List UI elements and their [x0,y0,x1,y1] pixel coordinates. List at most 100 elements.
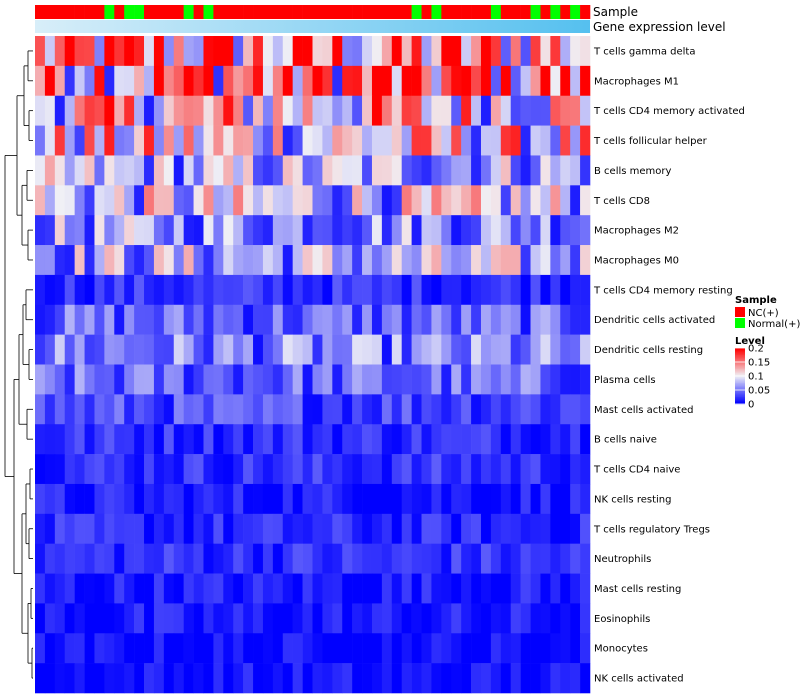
heatmap-cell [401,215,412,246]
heatmap-cell [381,513,393,544]
heatmap-cell [64,65,75,97]
heatmap-cell [104,513,115,544]
heatmap-cell [114,633,125,664]
heatmap-cell [362,513,373,544]
sample-annotation-cell [441,5,452,19]
heatmap-cell [74,663,85,694]
heatmap-cell [203,65,214,97]
heatmap-cell [272,245,284,276]
heatmap-cell [500,633,512,664]
heatmap-cell [500,304,512,335]
heatmap-cell [74,633,85,664]
heatmap-cell [44,95,56,126]
heatmap-cell [64,573,75,604]
heatmap-cell [480,663,492,694]
heatmap-cell [560,633,571,664]
heatmap-cell [282,185,293,216]
heatmap-cell [332,454,343,485]
heatmap-cell [431,364,442,395]
heatmap-cell [352,185,363,216]
heatmap-cell [332,215,343,246]
heatmap-cell [193,185,204,216]
heatmap-cell [550,304,561,335]
heatmap-cell [253,36,264,67]
heatmap-cell [381,245,393,276]
heatmap-cell [153,573,165,604]
heatmap-cell [163,125,175,156]
heatmap-cell [461,125,472,156]
heatmap-cell [540,304,551,335]
heatmap-cell [124,394,135,425]
heatmap-cell [381,483,393,515]
heatmap-cell [570,274,581,306]
heatmap-cell [570,364,581,395]
heatmap-cell [144,36,155,67]
heatmap-cell [540,125,551,156]
heatmap-cell [580,65,591,97]
heatmap-cell [391,424,402,455]
heatmap-cell [124,95,135,126]
heatmap-cell [262,663,274,694]
legend-sample-title: Sample [735,295,777,306]
sample-annotation-cell [570,5,581,19]
heatmap-cell [44,155,56,186]
heatmap-cell [74,454,85,485]
heatmap-cell [461,483,472,515]
heatmap-cell [223,573,234,604]
heatmap-cell [510,304,521,335]
heatmap-cell [421,603,432,634]
heatmap-cell [371,304,383,335]
heatmap-cell [35,603,46,634]
heatmap-cell [520,334,531,365]
heatmap-cell [35,513,46,544]
heatmap-cell [153,633,165,664]
heatmap-cell [233,304,244,335]
heatmap-cell [233,274,244,306]
heatmap-cell [134,454,145,485]
expression-level-annotation-bar [35,20,590,33]
heatmap-cell [153,663,165,694]
heatmap-cell [401,155,412,186]
heatmap-cell [500,215,512,246]
heatmap-cell [84,633,95,664]
sample-annotation-cell [312,5,323,19]
heatmap-cell [44,36,56,67]
heatmap-cell [471,603,482,634]
heatmap-cell [560,603,571,634]
heatmap-cell [530,483,541,515]
heatmap-cell [540,334,551,365]
heatmap-cell [84,513,95,544]
legend-colorbar-segment [735,392,745,395]
heatmap-cell [213,185,224,216]
heatmap-cell [94,424,105,455]
heatmap-cell [560,95,571,126]
heatmap-cell [371,543,383,574]
heatmap-cell [530,364,541,395]
heatmap-cell [114,215,125,246]
heatmap-cell [580,513,591,544]
heatmap-cell [451,334,462,365]
heatmap-cell [401,424,412,455]
heatmap-cell [243,633,254,664]
heatmap-cell [203,633,214,664]
heatmap-cell [183,633,194,664]
row-label: NK cells resting [594,494,671,505]
heatmap-cell [35,245,46,276]
heatmap-cell [134,185,145,216]
sample-annotation-cell [183,5,194,19]
heatmap-cell [213,334,224,365]
heatmap-cell [312,36,323,67]
heatmap-cell [510,36,521,67]
heatmap-cell [391,603,402,634]
heatmap-cell [163,483,175,515]
heatmap-cell [421,274,432,306]
heatmap-cell [520,454,531,485]
heatmap-cell [262,573,274,604]
heatmap-cell [560,125,571,156]
row-label: T cells regulatory Tregs [593,524,710,535]
heatmap-cell [292,95,303,126]
heatmap-cell [84,185,95,216]
heatmap-cell [54,424,66,455]
heatmap-cell [74,185,85,216]
heatmap-cell [401,633,412,664]
